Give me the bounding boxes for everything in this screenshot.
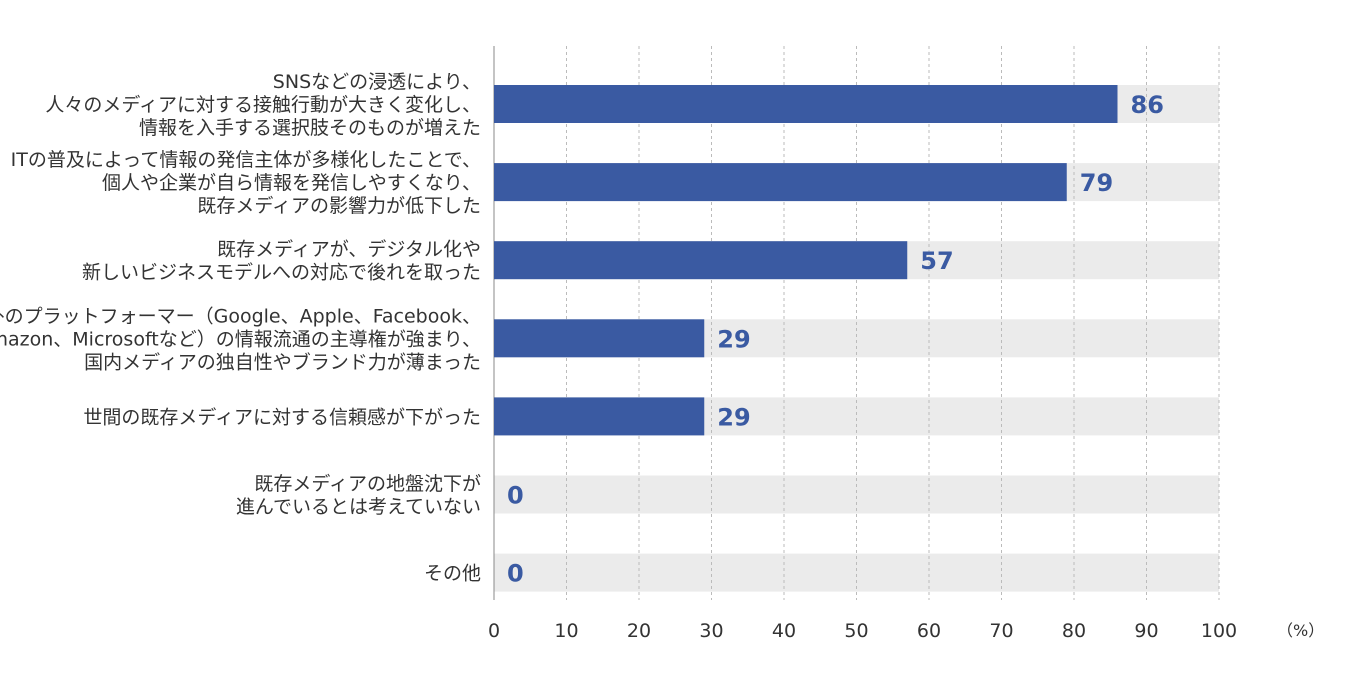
value-label: 29 (717, 403, 750, 431)
x-tick-label: 60 (917, 620, 941, 642)
bar-track (494, 553, 1219, 592)
category-label: 個人や企業が自ら情報を発信しやすくなり、 (102, 172, 481, 194)
category-label-layer: SNSなどの浸透により、人々のメディアに対する接触行動が大きく変化し、情報を入手… (0, 71, 481, 585)
category-label: 既存メディアの影響力が低下した (197, 195, 481, 217)
x-tick-label: 70 (989, 620, 1013, 642)
x-tick-label: 20 (627, 620, 651, 642)
value-label: 86 (1131, 91, 1164, 119)
category-label: その他 (424, 563, 481, 585)
value-label: 0 (507, 482, 524, 510)
x-tick-label: 50 (844, 620, 868, 642)
bar (494, 397, 705, 436)
bar-layer (494, 85, 1118, 436)
x-tick-label: 30 (699, 620, 723, 642)
value-label: 0 (507, 560, 524, 588)
bar (494, 241, 908, 280)
category-label: 情報を入手する選択肢そのものが増えた (139, 117, 481, 139)
category-label: 新しいビジネスモデルへの対応で後れを取った (82, 262, 481, 284)
x-tick-label: 80 (1062, 620, 1086, 642)
x-tick-label: 100 (1201, 620, 1237, 642)
x-tick-label: 0 (488, 620, 500, 642)
x-tick-label: 10 (554, 620, 578, 642)
value-label: 57 (920, 247, 953, 275)
category-label: Amazon、Microsoftなど）の情報流通の主導権が強まり、 (0, 328, 481, 350)
bar (494, 85, 1118, 123)
category-label: SNSなどの浸透により、 (273, 71, 481, 93)
category-label: 世間の既存メディアに対する信頼感が下がった (83, 406, 481, 428)
category-label: 海外のプラットフォーマー（Google、Apple、Facebook、 (0, 305, 481, 327)
bar-track (494, 475, 1219, 514)
x-unit-label: （%） (1277, 621, 1324, 640)
bar (494, 319, 705, 358)
x-tick-layer: 0 10 20 30 40 50 60 70 80 90 100 (488, 620, 1237, 642)
category-label: 既存メディアが、デジタル化や (217, 239, 481, 261)
category-label: 進んでいるとは考えていない (236, 496, 481, 518)
category-label: 国内メディアの独自性やブランド力が薄まった (84, 350, 481, 373)
value-label: 29 (717, 325, 750, 353)
category-label: 既存メディアの地盤沈下が (254, 473, 481, 495)
x-tick-label: 90 (1134, 620, 1158, 642)
bar (494, 163, 1067, 202)
category-label: ITの普及によって情報の発信主体が多様化したことで、 (11, 149, 481, 171)
value-label: 79 (1080, 169, 1113, 197)
value-label-layer: 86 79 57 29 29 0 0 (507, 91, 1164, 588)
x-tick-label: 40 (772, 620, 796, 642)
category-label: 人々のメディアに対する接触行動が大きく変化し、 (45, 94, 481, 116)
